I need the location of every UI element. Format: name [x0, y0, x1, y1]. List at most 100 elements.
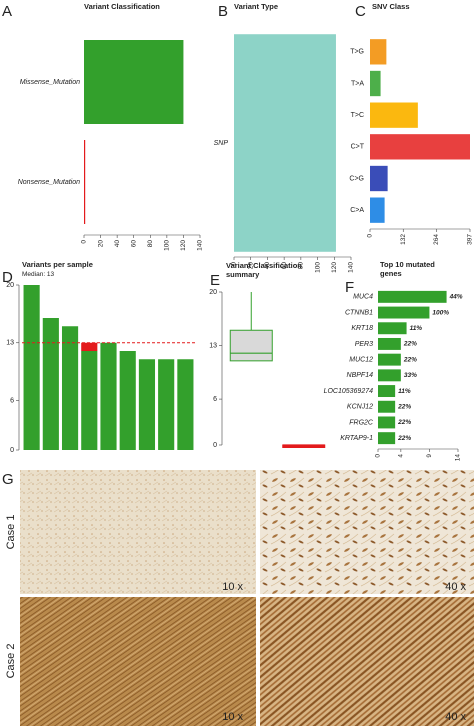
bar	[378, 290, 447, 303]
bar-annotation: 22%	[397, 435, 411, 442]
x-tick-label: 0	[375, 454, 382, 458]
y-tick-label: 0	[213, 442, 217, 449]
bar-annotation: 44%	[449, 294, 463, 301]
micrographs	[20, 470, 474, 726]
y-tick-label: 0	[10, 447, 14, 454]
magnification: 10 x	[222, 711, 243, 723]
bar-segment	[100, 342, 117, 450]
x-tick-label: 132	[400, 234, 407, 245]
panel-letter: F	[345, 279, 354, 296]
bar	[370, 102, 418, 128]
bar-annotation: 100%	[432, 309, 449, 316]
bar-annotation: 22%	[397, 403, 411, 410]
y-tick-label: 6	[213, 396, 217, 403]
category-label: KRT18	[351, 325, 373, 332]
bar	[378, 337, 401, 350]
magnification: 40 x	[445, 711, 466, 723]
x-tick-label: 397	[467, 234, 474, 245]
bar	[370, 134, 470, 160]
chart-title: Variant Type	[234, 2, 279, 11]
x-tick-label: 80	[298, 262, 305, 270]
chart-title: Variants per sample	[22, 260, 93, 269]
y-tick-label: 13	[6, 340, 14, 347]
category-label: C>T	[351, 144, 365, 151]
category-label: KCNJ12	[347, 404, 373, 411]
bar	[378, 385, 396, 398]
bar-segment	[61, 326, 79, 450]
bar	[370, 165, 388, 192]
x-tick-label: 140	[197, 240, 204, 251]
bar	[378, 322, 407, 335]
chart-title: Variant Classification summary	[226, 261, 302, 279]
bar	[370, 39, 387, 65]
category-label: C>G	[349, 175, 364, 182]
x-tick-label: 140	[348, 262, 355, 273]
bar-segment	[158, 359, 175, 450]
x-tick-label: 60	[130, 240, 137, 248]
category-label: C>A	[350, 207, 364, 214]
chart-title: Top 10 mutated genes	[380, 260, 435, 278]
row-label: Case 1	[5, 515, 17, 550]
bar	[378, 306, 430, 319]
y-tick-label: 6	[10, 397, 14, 404]
bar-segment	[23, 285, 40, 450]
category-label: T>C	[351, 112, 364, 119]
x-tick-label: 0	[231, 262, 238, 266]
image-case1-10x	[20, 470, 256, 594]
panel-letter: B	[218, 3, 228, 20]
x-tick-label: 20	[97, 240, 104, 248]
bar	[378, 416, 396, 429]
bar	[84, 140, 86, 224]
bar-annotation: 11%	[398, 388, 411, 395]
x-tick-label: 9	[426, 454, 433, 458]
bar-segment	[81, 351, 98, 450]
panel-letter: G	[2, 471, 14, 488]
category-label: KRTAP9-1	[340, 435, 373, 442]
bar	[378, 353, 401, 366]
x-tick-label: 60	[281, 262, 288, 270]
panel-letter: E	[210, 272, 220, 289]
bar	[378, 369, 401, 382]
bar-annotation: 22%	[397, 419, 411, 426]
x-tick-label: 14	[455, 454, 462, 462]
category-label: Missense_Mutation	[20, 79, 80, 86]
x-tick-label: 264	[433, 234, 440, 245]
x-tick-label: 80	[147, 240, 154, 248]
bar-annotation: 33%	[404, 372, 417, 379]
category-label: CTNNB1	[345, 309, 373, 316]
category-label: LOC105369274	[324, 388, 374, 395]
bar-annotation: 22%	[403, 356, 417, 363]
chart-subtitle: Median: 13	[22, 271, 55, 278]
bar	[234, 34, 336, 252]
bar-annotation: 22%	[403, 341, 417, 348]
bar	[370, 70, 381, 97]
x-tick-label: 100	[164, 240, 171, 251]
category-label: PER3	[355, 341, 373, 348]
bar-segment	[81, 342, 98, 351]
bar-segment	[42, 318, 59, 450]
category-label: Nonsense_Mutation	[18, 179, 80, 186]
box	[229, 329, 273, 362]
x-tick-label: 0	[367, 234, 374, 238]
image-case2-40x	[260, 597, 474, 726]
x-tick-label: 40	[264, 262, 271, 270]
panel-letter: C	[355, 3, 366, 20]
panel-letter: A	[2, 3, 12, 20]
category-label: FRG2C	[349, 419, 374, 426]
magnification: 40 x	[445, 581, 466, 593]
chart-title: SNV Class	[372, 2, 410, 11]
category-label: SNP	[214, 140, 229, 147]
bar	[370, 197, 385, 223]
magnification: 10 x	[222, 581, 243, 593]
y-tick-label: 13	[209, 342, 217, 349]
image-case1-40x	[260, 470, 474, 594]
row-label: Case 2	[5, 644, 17, 679]
bar	[378, 432, 396, 445]
x-tick-label: 100	[314, 262, 321, 273]
bar	[84, 40, 184, 124]
category-label: T>A	[351, 80, 364, 87]
y-tick-label: 20	[209, 289, 217, 296]
bar-segment	[177, 359, 194, 450]
